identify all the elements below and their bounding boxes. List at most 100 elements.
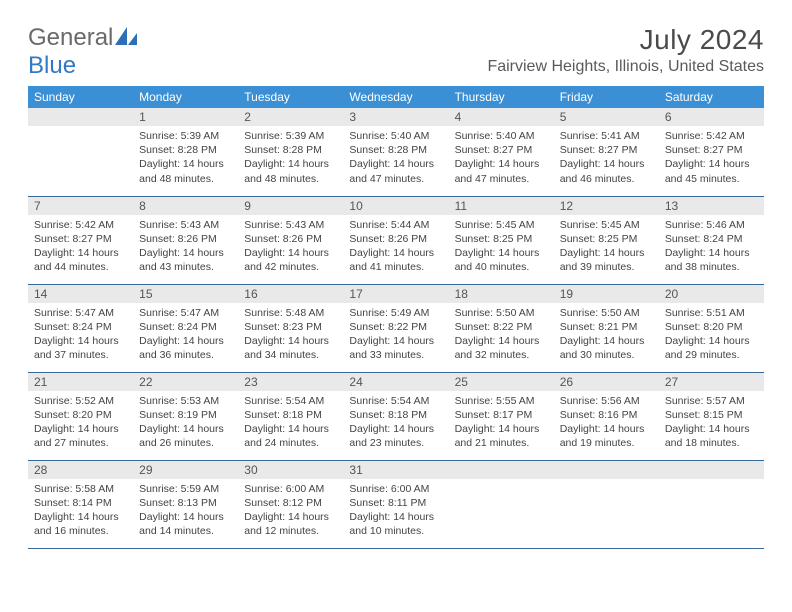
day-d1: Daylight: 14 hours [244,334,337,348]
day-sr: Sunrise: 5:39 AM [244,129,337,143]
day-sr: Sunrise: 5:56 AM [560,394,653,408]
day-number: 8 [133,197,238,215]
day-number: 10 [343,197,448,215]
day-d2: and 29 minutes. [665,348,758,362]
day-d2: and 38 minutes. [665,260,758,274]
calendar-day: 26Sunrise: 5:56 AMSunset: 8:16 PMDayligh… [554,372,659,460]
day-d1: Daylight: 14 hours [349,422,442,436]
day-sr: Sunrise: 5:50 AM [455,306,548,320]
day-d1: Daylight: 14 hours [139,246,232,260]
day-number: 27 [659,373,764,391]
day-content: Sunrise: 5:50 AMSunset: 8:22 PMDaylight:… [449,303,554,366]
day-d1: Daylight: 14 hours [244,246,337,260]
weekday-header: Thursday [449,86,554,108]
weekday-header: Wednesday [343,86,448,108]
calendar-day: 20Sunrise: 5:51 AMSunset: 8:20 PMDayligh… [659,284,764,372]
day-content: Sunrise: 5:43 AMSunset: 8:26 PMDaylight:… [133,215,238,278]
day-content: Sunrise: 5:54 AMSunset: 8:18 PMDaylight:… [343,391,448,454]
day-ss: Sunset: 8:15 PM [665,408,758,422]
day-d2: and 27 minutes. [34,436,127,450]
day-ss: Sunset: 8:22 PM [455,320,548,334]
day-number: 1 [133,108,238,126]
day-d1: Daylight: 14 hours [349,246,442,260]
calendar-day: 17Sunrise: 5:49 AMSunset: 8:22 PMDayligh… [343,284,448,372]
day-content: Sunrise: 5:47 AMSunset: 8:24 PMDaylight:… [28,303,133,366]
day-ss: Sunset: 8:25 PM [560,232,653,246]
day-content: Sunrise: 5:46 AMSunset: 8:24 PMDaylight:… [659,215,764,278]
day-d1: Daylight: 14 hours [139,157,232,171]
day-d2: and 42 minutes. [244,260,337,274]
calendar-day: 11Sunrise: 5:45 AMSunset: 8:25 PMDayligh… [449,196,554,284]
calendar-day: 1Sunrise: 5:39 AMSunset: 8:28 PMDaylight… [133,108,238,196]
day-d2: and 37 minutes. [34,348,127,362]
page: General Blue July 2024 Fairview Heights,… [0,0,792,565]
calendar-day [659,460,764,548]
calendar-day: 13Sunrise: 5:46 AMSunset: 8:24 PMDayligh… [659,196,764,284]
day-content: Sunrise: 5:49 AMSunset: 8:22 PMDaylight:… [343,303,448,366]
day-number: 7 [28,197,133,215]
day-sr: Sunrise: 5:42 AM [665,129,758,143]
day-sr: Sunrise: 5:42 AM [34,218,127,232]
day-d1: Daylight: 14 hours [34,422,127,436]
day-content: Sunrise: 5:53 AMSunset: 8:19 PMDaylight:… [133,391,238,454]
day-ss: Sunset: 8:28 PM [244,143,337,157]
day-ss: Sunset: 8:26 PM [349,232,442,246]
day-number: 15 [133,285,238,303]
calendar-day: 19Sunrise: 5:50 AMSunset: 8:21 PMDayligh… [554,284,659,372]
weekday-header: Saturday [659,86,764,108]
calendar-week: 28Sunrise: 5:58 AMSunset: 8:14 PMDayligh… [28,460,764,548]
day-d1: Daylight: 14 hours [560,422,653,436]
day-d2: and 45 minutes. [665,172,758,186]
calendar-day: 7Sunrise: 5:42 AMSunset: 8:27 PMDaylight… [28,196,133,284]
day-d2: and 12 minutes. [244,524,337,538]
day-d1: Daylight: 14 hours [244,422,337,436]
sail-icon [115,24,137,52]
day-sr: Sunrise: 6:00 AM [244,482,337,496]
day-content: Sunrise: 5:39 AMSunset: 8:28 PMDaylight:… [133,126,238,189]
day-d1: Daylight: 14 hours [34,334,127,348]
day-sr: Sunrise: 5:53 AM [139,394,232,408]
day-ss: Sunset: 8:24 PM [665,232,758,246]
day-ss: Sunset: 8:22 PM [349,320,442,334]
day-ss: Sunset: 8:13 PM [139,496,232,510]
day-d1: Daylight: 14 hours [244,157,337,171]
day-content [28,126,133,132]
calendar-day [449,460,554,548]
day-sr: Sunrise: 5:40 AM [349,129,442,143]
day-content: Sunrise: 5:51 AMSunset: 8:20 PMDaylight:… [659,303,764,366]
day-number [449,461,554,479]
day-d2: and 40 minutes. [455,260,548,274]
calendar-day: 14Sunrise: 5:47 AMSunset: 8:24 PMDayligh… [28,284,133,372]
day-number: 2 [238,108,343,126]
day-d1: Daylight: 14 hours [34,246,127,260]
day-d2: and 48 minutes. [244,172,337,186]
day-content: Sunrise: 6:00 AMSunset: 8:12 PMDaylight:… [238,479,343,542]
day-d2: and 34 minutes. [244,348,337,362]
day-content [449,479,554,485]
day-number: 20 [659,285,764,303]
day-sr: Sunrise: 5:40 AM [455,129,548,143]
day-ss: Sunset: 8:21 PM [560,320,653,334]
day-d2: and 18 minutes. [665,436,758,450]
day-ss: Sunset: 8:12 PM [244,496,337,510]
day-sr: Sunrise: 5:49 AM [349,306,442,320]
day-number: 21 [28,373,133,391]
day-d2: and 23 minutes. [349,436,442,450]
calendar-day: 24Sunrise: 5:54 AMSunset: 8:18 PMDayligh… [343,372,448,460]
calendar-week: 1Sunrise: 5:39 AMSunset: 8:28 PMDaylight… [28,108,764,196]
calendar-day: 5Sunrise: 5:41 AMSunset: 8:27 PMDaylight… [554,108,659,196]
day-sr: Sunrise: 5:43 AM [244,218,337,232]
day-d2: and 32 minutes. [455,348,548,362]
page-location: Fairview Heights, Illinois, United State… [487,58,764,76]
day-d1: Daylight: 14 hours [665,157,758,171]
day-d2: and 30 minutes. [560,348,653,362]
day-number: 11 [449,197,554,215]
day-content: Sunrise: 5:54 AMSunset: 8:18 PMDaylight:… [238,391,343,454]
day-d1: Daylight: 14 hours [560,334,653,348]
day-ss: Sunset: 8:24 PM [34,320,127,334]
day-number: 4 [449,108,554,126]
day-ss: Sunset: 8:25 PM [455,232,548,246]
day-sr: Sunrise: 5:46 AM [665,218,758,232]
day-sr: Sunrise: 5:44 AM [349,218,442,232]
day-number: 17 [343,285,448,303]
